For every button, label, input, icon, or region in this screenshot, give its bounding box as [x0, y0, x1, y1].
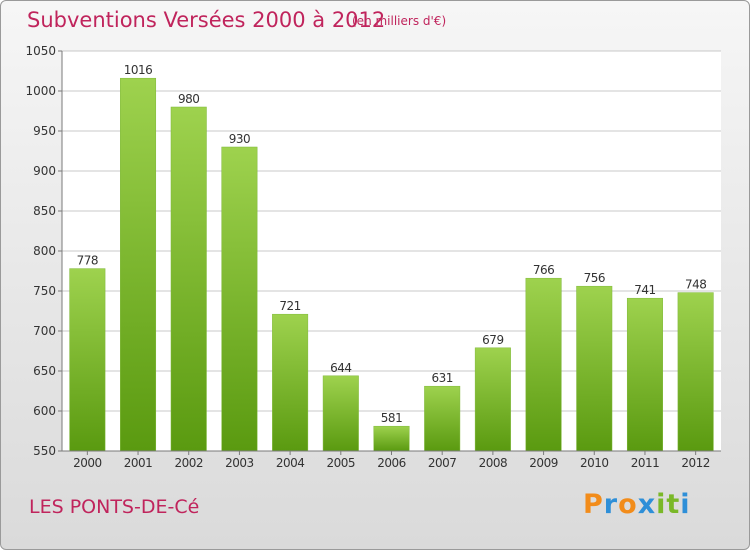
bar-2006 — [373, 425, 410, 452]
y-tick-label: 650 — [33, 364, 56, 378]
x-tick-label: 2003 — [225, 456, 254, 470]
y-tick-label: 600 — [33, 404, 56, 418]
data-label: 1016 — [124, 63, 153, 77]
x-tick-label: 2005 — [327, 456, 356, 470]
x-tick-label: 2000 — [73, 456, 102, 470]
y-tick-label: 1050 — [25, 44, 56, 58]
data-label: 778 — [77, 254, 98, 268]
x-tick-label: 2009 — [529, 456, 558, 470]
data-label: 631 — [431, 371, 452, 385]
x-tick-label: 2007 — [428, 456, 457, 470]
brand-letter: P — [583, 489, 604, 520]
bar-2008 — [474, 347, 511, 452]
y-tick-label: 1000 — [25, 84, 56, 98]
brand-letter: x — [637, 489, 657, 520]
bar-2007 — [424, 385, 461, 452]
chart-title: Subventions Versées 2000 à 2012 — [27, 8, 386, 32]
x-tick-label: 2011 — [631, 456, 660, 470]
y-tick-label: 550 — [33, 444, 56, 458]
bar-2005 — [322, 375, 359, 452]
bar-2001 — [120, 77, 157, 452]
data-label: 741 — [634, 283, 655, 297]
bar-2012 — [677, 292, 714, 452]
x-tick-label: 2004 — [276, 456, 305, 470]
x-tick-label: 2001 — [124, 456, 153, 470]
bar-2002 — [170, 106, 207, 452]
brand-letter: o — [618, 489, 638, 520]
brand-logo: Proxiti — [583, 489, 691, 520]
location-label: LES PONTS-DE-Cé — [29, 496, 200, 518]
chart-subtitle: (en milliers d'€) — [352, 14, 447, 28]
bar-2010 — [576, 285, 613, 452]
bar-2000 — [69, 268, 106, 452]
bar-2009 — [525, 277, 562, 452]
brand-letter: r — [603, 489, 619, 520]
x-tick-label: 2006 — [377, 456, 406, 470]
data-label: 679 — [482, 333, 503, 347]
data-label: 644 — [330, 361, 351, 375]
data-label: 748 — [685, 278, 706, 292]
bar-2011 — [626, 297, 663, 452]
y-tick-label: 800 — [33, 244, 56, 258]
x-tick-label: 2010 — [580, 456, 609, 470]
x-tick-label: 2012 — [681, 456, 710, 470]
bar-2003 — [221, 146, 258, 452]
data-label: 766 — [533, 263, 554, 277]
y-tick-label: 850 — [33, 204, 56, 218]
brand-letter: t — [666, 489, 681, 520]
brand-letter: i — [656, 489, 667, 520]
data-label: 721 — [279, 299, 300, 313]
data-label: 581 — [381, 411, 402, 425]
data-label: 980 — [178, 92, 199, 106]
bar-2004 — [272, 313, 309, 452]
y-tick-label: 950 — [33, 124, 56, 138]
data-label: 930 — [229, 132, 250, 146]
x-tick-label: 2002 — [174, 456, 203, 470]
x-tick-label: 2008 — [479, 456, 508, 470]
data-label: 756 — [584, 271, 605, 285]
brand-letter: i — [680, 489, 691, 520]
y-tick-label: 750 — [33, 284, 56, 298]
y-tick-label: 700 — [33, 324, 56, 338]
y-tick-label: 900 — [33, 164, 56, 178]
